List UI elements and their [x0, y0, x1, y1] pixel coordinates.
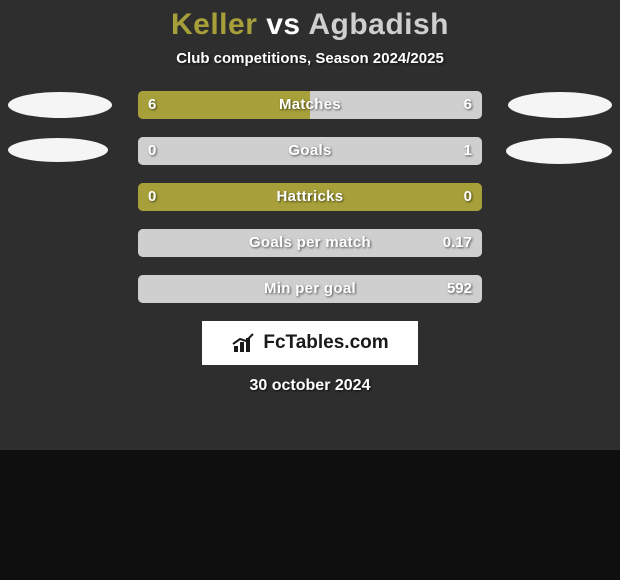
stat-bar: Goals per match0.17	[138, 229, 482, 257]
stat-value-left: 0	[148, 137, 156, 165]
player2-name: Agbadish	[308, 8, 449, 41]
player1-oval	[8, 138, 108, 162]
stat-value-right: 1	[464, 137, 472, 165]
stat-label: Goals per match	[138, 229, 482, 257]
vs-text: vs	[266, 8, 300, 41]
logo: FcTables.com	[231, 332, 388, 354]
player1-name: Keller	[171, 8, 257, 41]
logo-box: FcTables.com	[202, 321, 418, 365]
stat-value-right: 6	[464, 91, 472, 119]
stat-value-left: 6	[148, 91, 156, 119]
player2-oval	[508, 92, 612, 118]
footer-date: 30 october 2024	[0, 377, 620, 395]
stat-row: Matches6 6	[0, 91, 620, 119]
logo-text: FcTables.com	[263, 332, 388, 354]
stat-bar: Hattricks0 0	[138, 183, 482, 211]
player2-oval	[506, 138, 612, 164]
stat-bar: Goals0 1	[138, 137, 482, 165]
stat-value-right: 0.17	[443, 229, 472, 257]
stat-label: Goals	[138, 137, 482, 165]
stat-value-right: 0	[464, 183, 472, 211]
stat-row: Goals per match0.17	[0, 229, 620, 257]
stat-bar: Min per goal592	[138, 275, 482, 303]
comparison-card: Keller vs Agbadish Club competitions, Se…	[0, 0, 620, 450]
subtitle: Club competitions, Season 2024/2025	[0, 50, 620, 67]
bar-chart-icon	[231, 332, 257, 354]
stat-value-left: 0	[148, 183, 156, 211]
stat-value-right: 592	[447, 275, 472, 303]
stat-label: Min per goal	[138, 275, 482, 303]
title: Keller vs Agbadish	[0, 8, 620, 42]
stat-row: Min per goal592	[0, 275, 620, 303]
stat-label: Matches	[138, 91, 482, 119]
stat-bar: Matches6 6	[138, 91, 482, 119]
stat-row: Goals0 1	[0, 137, 620, 165]
stat-label: Hattricks	[138, 183, 482, 211]
stat-row: Hattricks0 0	[0, 183, 620, 211]
stats-rows: Matches66Goals01Hattricks00Goals per mat…	[0, 91, 620, 303]
player1-oval	[8, 92, 112, 118]
